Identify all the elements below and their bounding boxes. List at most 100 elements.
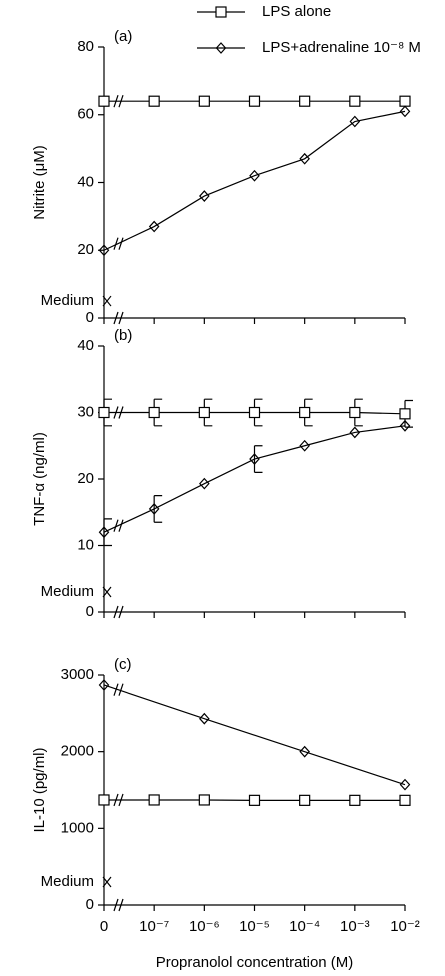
legend-marker	[215, 6, 227, 18]
medium-label: Medium	[41, 583, 94, 600]
diamond-marker	[199, 477, 210, 490]
series-line	[103, 110, 406, 251]
square-marker	[248, 95, 261, 107]
legend-label: LPS+adrenaline 10⁻⁸ M	[262, 39, 421, 56]
square-marker	[399, 794, 411, 806]
axis-break	[113, 406, 119, 419]
y-tick-label: 1000	[61, 819, 94, 836]
axis-break	[118, 898, 124, 912]
square-marker	[198, 95, 210, 107]
y-tick-label: 20	[77, 470, 94, 487]
diamond-marker	[349, 115, 361, 128]
square-marker	[349, 406, 361, 419]
y-axis-title: IL-10 (pg/ml)	[31, 747, 48, 832]
x-tick-label: 10⁻⁶	[189, 918, 220, 935]
error-bar	[153, 495, 163, 523]
y-tick-label: 3000	[61, 666, 94, 683]
square-marker	[349, 95, 361, 107]
square-marker	[148, 95, 160, 107]
square-marker	[248, 794, 261, 806]
square-marker	[248, 406, 261, 419]
diamond-marker	[199, 190, 210, 202]
diamond-marker	[399, 105, 411, 118]
medium-label: Medium	[41, 873, 94, 890]
square-marker	[98, 406, 110, 419]
y-tick-label: 0	[86, 896, 94, 913]
x-tick-label: 10⁻²	[390, 918, 420, 935]
y-tick-label: 40	[77, 173, 94, 190]
legend-marker	[215, 42, 227, 54]
diamond-marker	[349, 426, 361, 439]
series-line	[103, 425, 406, 533]
axis-break	[118, 793, 124, 807]
diamond-marker	[399, 778, 411, 791]
legend-label: LPS alone	[262, 3, 331, 20]
diamond-marker	[148, 503, 160, 515]
y-tick-label: 0	[86, 603, 94, 620]
diamond-marker	[399, 419, 411, 432]
y-axis-title: TNF-α (ng/ml)	[31, 432, 48, 526]
axis-break	[113, 683, 119, 696]
y-tick-label: 0	[86, 309, 94, 326]
diamond-marker	[98, 526, 110, 539]
error-bar	[253, 445, 263, 473]
square-marker	[198, 794, 210, 806]
diamond-marker	[299, 152, 310, 165]
square-marker	[399, 95, 411, 107]
axis-break	[118, 311, 124, 325]
medium-marker	[102, 876, 112, 888]
x-tick-label: 10⁻⁴	[289, 918, 320, 935]
y-axis-title: Nitrite (μM)	[31, 145, 48, 219]
diamond-marker	[249, 169, 260, 182]
axis-break	[118, 605, 124, 619]
axis-break	[113, 95, 119, 108]
panel-label: (c)	[114, 656, 132, 673]
axis-break	[113, 793, 119, 807]
diamond-marker	[98, 244, 110, 257]
y-tick-label: 40	[77, 337, 94, 354]
axis-break	[118, 519, 124, 532]
diamond-marker	[249, 453, 260, 465]
y-tick-label: 60	[77, 106, 94, 123]
axis-break	[113, 311, 119, 325]
medium-marker	[102, 295, 112, 307]
y-tick-label: 2000	[61, 743, 94, 760]
square-marker	[299, 406, 311, 419]
square-marker	[349, 794, 361, 806]
axis-break	[118, 95, 124, 108]
x-tick-label: 10⁻⁵	[239, 918, 270, 935]
y-tick-label: 10	[77, 536, 94, 553]
square-marker	[148, 794, 160, 806]
panel-label: (b)	[114, 327, 132, 344]
axis-break	[113, 605, 119, 619]
diamond-marker	[299, 439, 310, 452]
diamond-marker	[299, 745, 310, 758]
y-tick-label: 20	[77, 241, 94, 258]
y-tick-label: 30	[77, 403, 94, 420]
axis-break	[113, 519, 119, 532]
x-tick-label: 10⁻⁷	[139, 918, 169, 935]
square-marker	[198, 406, 210, 419]
square-marker	[299, 794, 311, 806]
error-bar	[103, 518, 112, 547]
square-marker	[98, 95, 110, 107]
x-tick-label: 10⁻³	[340, 918, 370, 935]
panel-label: (a)	[114, 28, 132, 45]
medium-marker	[102, 586, 112, 598]
medium-label: Medium	[41, 292, 94, 309]
axis-break	[118, 406, 124, 419]
diamond-marker	[98, 679, 110, 691]
axis-break	[118, 237, 124, 250]
y-tick-label: 80	[77, 38, 94, 55]
square-marker	[299, 95, 311, 107]
square-marker	[399, 408, 411, 420]
x-axis-title: Propranolol concentration (M)	[156, 954, 354, 971]
diamond-marker	[199, 712, 210, 725]
axis-break	[113, 237, 119, 250]
axis-break	[113, 898, 119, 912]
square-marker	[98, 794, 110, 806]
series-line	[103, 684, 406, 786]
axis-break	[118, 683, 124, 696]
square-marker	[148, 406, 160, 419]
